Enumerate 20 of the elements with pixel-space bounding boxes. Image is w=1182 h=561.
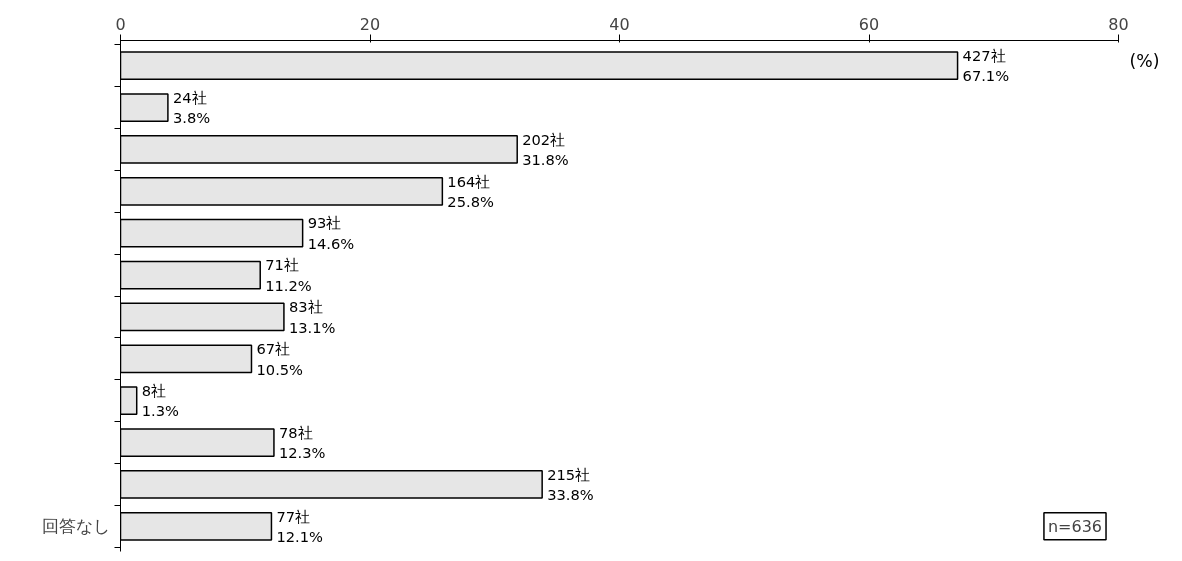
data-label: 164社 25.8%: [447, 172, 494, 210]
annotation: n=636: [1047, 516, 1103, 536]
y-tick-label: 回答なし: [41, 516, 110, 537]
data-label: 93社 14.6%: [307, 214, 355, 252]
data-label: 83社 13.1%: [288, 298, 336, 336]
data-label: 77社 12.1%: [276, 507, 324, 546]
data-label: 24社 3.8%: [172, 88, 211, 127]
x-tick-label: 80: [1108, 14, 1129, 34]
x-tick-label: 0: [115, 14, 126, 34]
data-label: 202社 31.8%: [522, 130, 569, 169]
x-axis-title: (%): [1129, 51, 1160, 72]
data-label: 215社 33.8%: [547, 465, 594, 504]
data-label: 78社 12.3%: [278, 423, 326, 462]
data-label: 67社 10.5%: [256, 340, 304, 378]
x-tick-label: 40: [609, 14, 630, 34]
x-tick-label: 20: [359, 14, 381, 34]
data-label: 8社 1.3%: [141, 382, 180, 420]
data-label: 71社 11.2%: [265, 256, 312, 294]
x-tick-label: 60: [858, 14, 880, 34]
data-label: 427社 67.1%: [962, 46, 1010, 85]
